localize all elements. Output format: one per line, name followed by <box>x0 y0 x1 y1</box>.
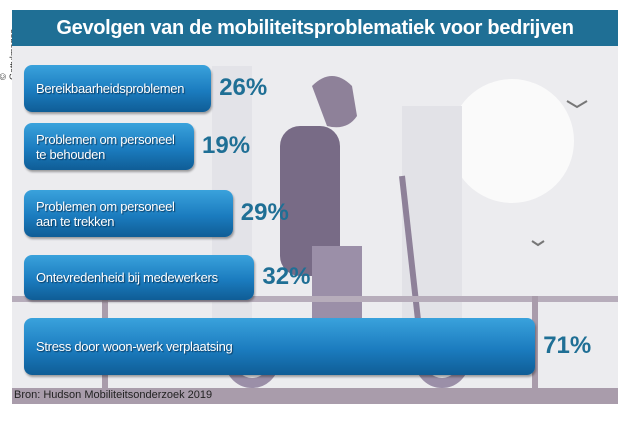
bar-label: Ontevredenheid bij medewerkers <box>36 270 218 285</box>
bar-1: Bereikbaarheidsproblemen <box>24 65 212 112</box>
bar-label: Stress door woon-werk verplaatsing <box>36 339 233 354</box>
bar-label: Bereikbaarheidsproblemen <box>36 81 185 96</box>
value-label: 26% <box>219 73 268 101</box>
value-label: 29% <box>240 198 289 226</box>
bar-label: Problemen om personeel aan te trekken <box>36 198 175 229</box>
bar-5: Stress door woon-werk verplaatsing <box>24 318 536 375</box>
bar-2: Problemen om personeel te behouden <box>24 123 194 170</box>
bar-label: Problemen om personeel te behouden <box>36 131 175 162</box>
footer-band <box>12 388 618 404</box>
value-label: 71% <box>543 331 592 359</box>
bar-3: Problemen om personeel aan te trekken <box>24 190 233 237</box>
value-label: 32% <box>262 262 311 290</box>
value-label: 19% <box>202 131 251 159</box>
chart-title: Gevolgen van de mobiliteitsproblematiek … <box>12 10 618 46</box>
source-note: Bron: Hudson Mobiliteitsonderzoek 2019 <box>14 389 213 401</box>
bar-4: Ontevredenheid bij medewerkers <box>24 255 255 300</box>
